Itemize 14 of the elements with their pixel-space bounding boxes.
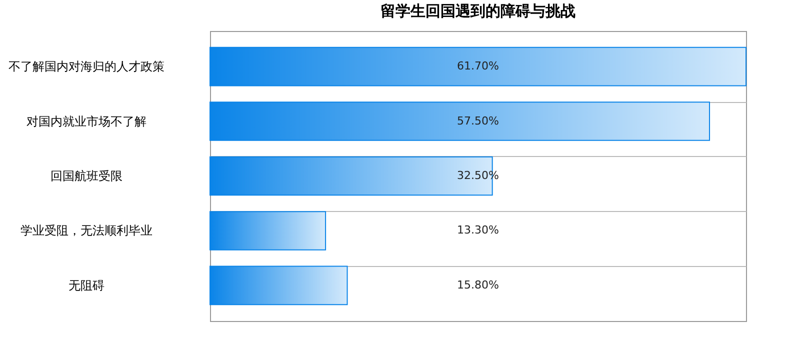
bar: [210, 211, 326, 250]
bar: [210, 266, 348, 306]
data-label: 57.50%: [457, 114, 499, 128]
y-tick-label: 不了解国内对海归的人才政策: [8, 60, 164, 74]
y-tick-label: 回国航班受限: [50, 169, 122, 183]
data-label: 13.30%: [457, 224, 499, 237]
bar: [210, 46, 746, 86]
bar: [210, 102, 710, 141]
data-label: 61.70%: [457, 60, 499, 73]
y-tick-label: 对国内就业市场不了解: [26, 114, 146, 128]
y-tick-label: 学业受阻，无法顺利毕业: [20, 224, 152, 238]
chart-title: 留学生回国遇到的障碍与挑战: [380, 2, 576, 20]
y-tick-label: 无阻碍: [68, 278, 104, 292]
data-label: 15.80%: [457, 278, 499, 292]
